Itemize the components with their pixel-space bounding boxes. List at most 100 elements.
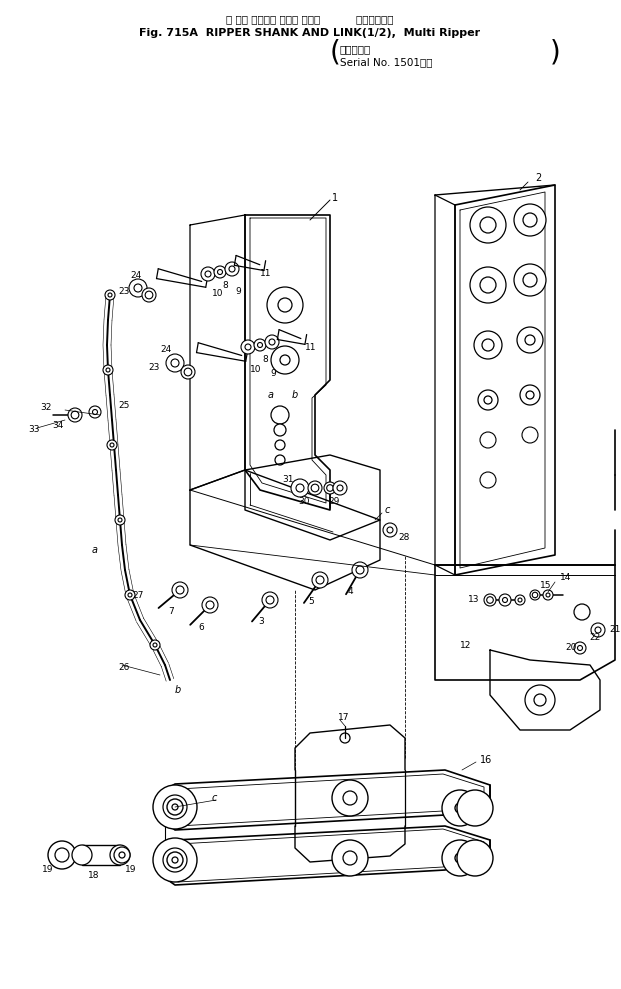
Text: 30: 30 [298,497,309,506]
Circle shape [518,598,522,602]
Circle shape [523,213,537,227]
Circle shape [478,390,498,410]
Circle shape [225,262,239,276]
Circle shape [110,443,114,447]
Text: 10: 10 [212,290,224,299]
Circle shape [229,266,235,272]
Text: Serial No. 1501～）: Serial No. 1501～） [340,57,432,67]
Circle shape [470,267,506,303]
Circle shape [245,344,251,350]
Circle shape [455,803,465,813]
Circle shape [275,440,285,450]
Circle shape [214,266,226,278]
Circle shape [280,355,290,365]
Circle shape [114,847,130,863]
Circle shape [515,595,525,605]
Circle shape [530,590,540,600]
Circle shape [108,293,112,297]
Text: b: b [175,685,181,695]
Circle shape [128,593,132,597]
Text: 1: 1 [332,193,338,203]
Circle shape [333,481,347,495]
Circle shape [546,593,550,597]
Text: 11: 11 [260,268,271,278]
Circle shape [442,790,478,826]
Circle shape [278,298,292,312]
Circle shape [205,271,211,277]
Circle shape [383,523,397,537]
Text: (: ( [330,39,340,67]
Circle shape [480,432,496,448]
Circle shape [455,853,465,863]
Circle shape [457,840,493,876]
Text: 11: 11 [305,343,317,352]
Circle shape [202,597,218,613]
Circle shape [308,481,322,495]
Circle shape [274,424,286,436]
Text: Fig. 715A  RIPPER SHANK AND LINK(1/2),  Multi Ripper: Fig. 715A RIPPER SHANK AND LINK(1/2), Mu… [140,28,481,38]
Circle shape [184,368,192,376]
Text: 33: 33 [28,425,40,434]
Circle shape [153,643,157,647]
Text: 26: 26 [118,664,129,673]
Text: 19: 19 [42,865,53,874]
Circle shape [201,267,215,281]
Circle shape [525,335,535,345]
Circle shape [172,857,178,863]
Circle shape [267,287,303,323]
Circle shape [134,284,142,292]
Circle shape [163,795,187,819]
Circle shape [525,685,555,715]
Circle shape [311,485,319,492]
Circle shape [343,791,357,805]
Circle shape [171,359,179,367]
Circle shape [262,592,278,608]
Circle shape [266,596,274,604]
Text: 7: 7 [168,607,174,616]
Text: 5: 5 [308,597,314,606]
Circle shape [217,269,222,275]
Text: 28: 28 [398,533,409,543]
Circle shape [145,291,153,299]
Circle shape [176,586,184,594]
Text: 14: 14 [560,574,571,583]
Text: 23: 23 [118,288,129,297]
Circle shape [480,217,496,233]
Circle shape [499,594,511,606]
Circle shape [166,354,184,372]
Circle shape [296,484,304,492]
Text: 19: 19 [125,865,137,874]
Circle shape [153,838,197,882]
Text: 24: 24 [160,345,171,354]
Circle shape [68,408,82,422]
Circle shape [523,273,537,287]
Circle shape [118,518,122,522]
Circle shape [474,331,502,359]
Text: 6: 6 [198,622,204,632]
Text: 8: 8 [262,355,268,365]
Circle shape [55,848,69,862]
Circle shape [356,566,364,574]
Text: 18: 18 [88,870,99,879]
Circle shape [327,485,333,492]
Text: 9: 9 [235,288,241,297]
Circle shape [532,592,538,597]
Circle shape [591,623,605,637]
Text: 21: 21 [609,625,620,635]
Text: リ ッパ シャンク および リンク           マルチリッパ: リ ッパ シャンク および リンク マルチリッパ [226,14,394,24]
Circle shape [150,640,160,650]
Circle shape [125,590,135,600]
Circle shape [442,840,478,876]
Circle shape [241,340,255,354]
Bar [82,845,120,865]
Circle shape [172,804,178,810]
Text: 29: 29 [328,497,339,506]
Circle shape [93,409,97,414]
Circle shape [142,288,156,302]
Circle shape [119,852,125,858]
Circle shape [324,482,336,494]
Text: 16: 16 [480,755,492,765]
Circle shape [107,440,117,450]
Circle shape [271,346,299,374]
Circle shape [163,848,187,872]
